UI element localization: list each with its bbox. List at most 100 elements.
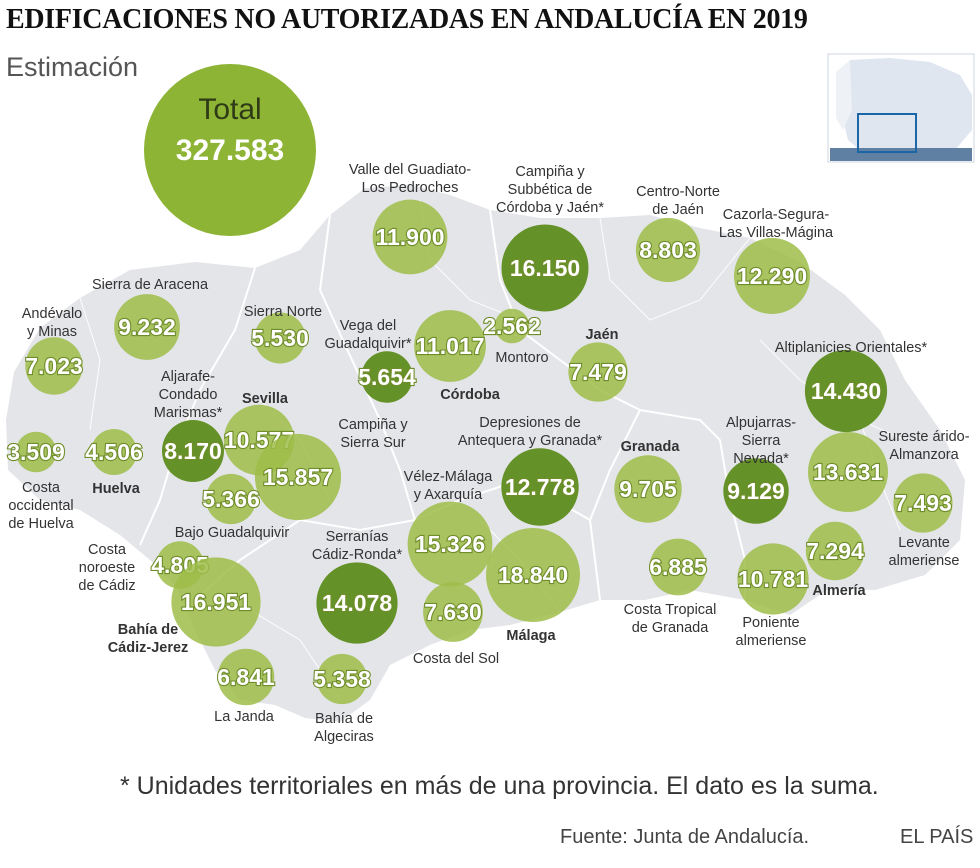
total-label: Total <box>198 93 261 126</box>
region-label-serranias-cadiz: Serranías Cádiz-Ronda* <box>312 529 403 563</box>
bubble-value-montoro: 2.562 <box>483 313 541 339</box>
bubble-value-costa-occidental-huelva: 3.509 <box>7 439 65 465</box>
bubble-value-poniente-almeriense: 10.781 <box>738 566 809 592</box>
bubble-value-valle-del-guadiato: 11.900 <box>375 224 444 250</box>
bubble-value-cazorla-segura: 12.290 <box>737 263 807 289</box>
bubble-sureste-arido <box>808 432 888 512</box>
region-label-bajo-guadalquivir: Bajo Guadalquivir <box>175 525 290 541</box>
province-label-almeria: Almería <box>812 583 866 599</box>
bubble-value-depresiones-antequera: 12.778 <box>505 474 576 500</box>
bubble-depresiones-antequera <box>501 448 579 526</box>
bubble-value-campina-subbetica: 16.150 <box>510 255 580 281</box>
bubble-value-levante-almeriense: 7.493 <box>894 490 952 516</box>
bubble-value-bahia-cadiz-jerez: 16.951 <box>181 589 252 615</box>
bubble-bajo-guadalquivir <box>205 473 257 525</box>
bubble-value-costa-del-sol: 7.630 <box>424 599 482 625</box>
region-label-sierra-norte: Sierra Norte <box>244 304 322 320</box>
bubble-jaen-city <box>568 342 628 402</box>
region-label-aljarafe: Aljarafe-Condado Marismas* <box>154 369 223 421</box>
brand-credit: EL PAÍS <box>900 826 974 848</box>
bubble-levante-almeriense <box>893 473 953 533</box>
region-label-sureste-arido: Sureste árido-Almanzora <box>878 429 969 463</box>
province-label-jaen: Jaén <box>585 327 618 343</box>
bubble-value-huelva-city: 4.506 <box>85 439 143 465</box>
bubble-sierra-norte <box>254 312 306 364</box>
bubble-value-velez-malaga: 15.326 <box>415 531 485 557</box>
region-label-bahia-algeciras: Bahía de Algeciras <box>314 711 374 745</box>
bubble-altiplanicies <box>804 349 888 433</box>
bubble-value-costa-tropical: 6.885 <box>649 554 707 580</box>
bubble-value-granada-city: 9.705 <box>619 476 677 502</box>
bubble-value-sureste-arido: 13.631 <box>813 459 884 485</box>
bubble-costa-tropical <box>649 538 707 596</box>
bubble-value-sierra-norte: 5.530 <box>251 325 309 351</box>
bubble-serranias-cadiz <box>316 562 398 644</box>
region-label-velez-malaga: Vélez-Málaga y Axarquía <box>404 469 494 503</box>
region-label-andevalo-minas: Andévalo y Minas <box>22 306 82 340</box>
bubble-value-bajo-guadalquivir: 5.366 <box>202 486 260 512</box>
region-label-depresiones-antequera: Depresiones de Antequera y Granada* <box>458 415 603 449</box>
region-label-costa-del-sol: Costa del Sol <box>413 651 499 667</box>
bubble-value-malaga-city: 18.840 <box>498 562 568 588</box>
bubble-poniente-almeriense <box>737 543 809 615</box>
province-label-sevilla: Sevilla <box>242 391 289 407</box>
region-label-centro-norte-jaen: Centro-Norte de Jaén <box>636 184 720 218</box>
region-label-levante-almeriense: Levante almeriense <box>889 535 960 569</box>
bubble-malaga-city <box>486 528 580 622</box>
bubble-costa-occidental-huelva <box>15 431 57 473</box>
bubble-vega-guadalquivir <box>361 351 413 403</box>
bubble-centro-norte-jaen <box>635 217 701 283</box>
bubble-value-centro-norte-jaen: 8.803 <box>639 237 697 263</box>
bubble-bahia-cadiz-jerez <box>171 557 261 647</box>
region-label-vega-guadalquivir: Vega del Guadalquivir* <box>324 318 411 352</box>
region-label-altiplanicies: Altiplanicies Orientales* <box>775 340 928 356</box>
region-label-costa-tropical: Costa Tropical de Granada <box>624 602 717 636</box>
province-label-huelva: Huelva <box>92 481 140 497</box>
bubble-cordoba-city <box>414 310 486 382</box>
bubble-sierra-de-aracena <box>114 294 180 360</box>
region-label-costa-noroeste-cadiz: Costa noroeste de Cádiz <box>78 542 135 594</box>
bubble-value-andevalo-minas: 7.023 <box>25 353 83 379</box>
bubble-costa-del-sol <box>423 582 483 642</box>
province-label-cordoba: Córdoba <box>440 387 501 403</box>
region-label-costa-occidental-huelva: Costa occidental de Huelva <box>8 480 74 532</box>
bubble-value-jaen-city: 7.479 <box>569 359 627 385</box>
chart-title: EDIFICACIONES NO AUTORIZADAS EN ANDALUCÍ… <box>6 4 808 35</box>
bubble-value-almeria-city: 7.294 <box>806 538 864 564</box>
province-label-cadiz: Bahía de Cádiz-Jerez <box>108 622 189 656</box>
locator-inset <box>827 53 975 163</box>
bubble-value-aljarafe: 8.170 <box>164 438 222 464</box>
total-bubble <box>144 64 316 236</box>
bubble-value-alpujarras: 9.129 <box>727 478 785 504</box>
bubble-value-cordoba-city: 11.017 <box>415 333 484 359</box>
bubble-value-sierra-de-aracena: 9.232 <box>118 314 176 340</box>
province-label-malaga: Málaga <box>506 628 556 644</box>
bubble-velez-malaga <box>407 501 493 587</box>
bubble-value-vega-guadalquivir: 5.654 <box>358 364 416 390</box>
bubble-cazorla-segura <box>734 238 810 314</box>
locator-highlight <box>857 113 917 153</box>
bubble-la-janda <box>217 648 275 706</box>
region-label-campina-subbetica: Campiña y Subbética de Córdoba y Jaén* <box>496 164 604 216</box>
region-label-poniente-almeriense: Poniente almeriense <box>736 615 807 649</box>
region-label-cazorla-segura: Cazorla-Segura-Las Villas-Mágina <box>719 207 834 241</box>
region-label-campina-sierra-sur: Campiña y Sierra Sur <box>338 417 408 451</box>
bubble-value-campina-sierra-sur: 15.857 <box>263 464 333 490</box>
source-credit: Fuente: Junta de Andalucía. <box>560 826 810 848</box>
bubble-value-altiplanicies: 14.430 <box>811 378 881 404</box>
bubble-montoro <box>494 308 530 344</box>
bubble-valle-del-guadiato <box>372 199 448 275</box>
region-label-montoro: Montoro <box>495 350 548 366</box>
province-label-layer: Sevilla Córdoba Jaén Huelva Granada Málaga Alm… <box>92 327 866 656</box>
bubble-alpujarras <box>723 458 789 524</box>
bubble-value-la-janda: 6.841 <box>217 664 275 690</box>
region-label-sierra-de-aracena: Sierra de Aracena <box>92 277 209 293</box>
bubble-huelva-city <box>91 429 137 475</box>
bubble-campina-sierra-sur <box>254 433 342 521</box>
bubble-bahia-algeciras <box>316 653 368 705</box>
province-label-granada: Granada <box>621 439 681 455</box>
bubble-granada-city <box>614 455 682 523</box>
region-label-la-janda: La Janda <box>214 709 275 725</box>
bubble-layer: 11.900 16.150 8.803 12.290 9.232 7.023 5.530 5.… <box>6 199 953 706</box>
